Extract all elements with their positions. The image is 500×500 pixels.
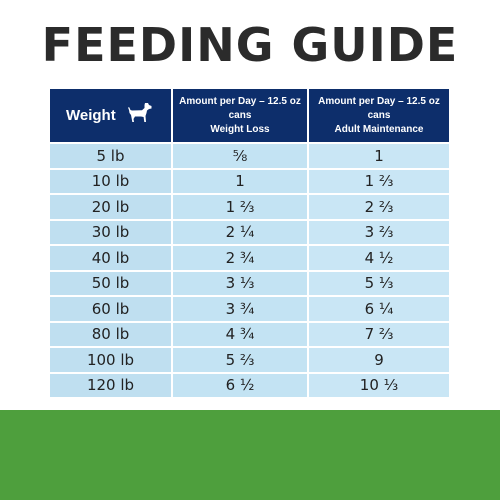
weight-loss-cell: 4 ¾ bbox=[171, 320, 308, 347]
weight-loss-cell: 5 ⅔ bbox=[171, 346, 308, 373]
weight-loss-cell: ⅝ bbox=[171, 142, 308, 169]
weight-loss-cell: 2 ¾ bbox=[171, 244, 308, 271]
feeding-table: Weight Amount per Day – 12.5 oz cans Wei… bbox=[50, 89, 449, 397]
weight-loss-header-line1: Amount per Day – 12.5 oz cans bbox=[179, 95, 301, 121]
table-row: 80 lb 4 ¾ 7 ⅔ bbox=[50, 320, 449, 347]
table-row: 120 lb 6 ½ 10 ⅓ bbox=[50, 371, 449, 397]
weight-loss-cell: 1 ⅔ bbox=[171, 193, 308, 220]
maintenance-column-header: Amount per Day – 12.5 oz cans Adult Main… bbox=[307, 89, 449, 143]
dog-icon bbox=[126, 102, 152, 129]
weight-loss-cell: 3 ¾ bbox=[171, 295, 308, 322]
maintenance-cell: 1 bbox=[307, 142, 449, 169]
weight-cell: 60 lb bbox=[50, 295, 172, 322]
table-row: 20 lb 1 ⅔ 2 ⅔ bbox=[50, 193, 449, 220]
maintenance-header-line1: Amount per Day – 12.5 oz cans bbox=[318, 95, 440, 121]
table-row: 10 lb 1 1 ⅔ bbox=[50, 167, 449, 194]
maintenance-header-line2: Adult Maintenance bbox=[334, 123, 424, 135]
weight-cell: 10 lb bbox=[50, 167, 172, 194]
maintenance-cell: 4 ½ bbox=[307, 244, 449, 271]
weight-loss-cell: 3 ⅓ bbox=[171, 269, 308, 296]
table-row: 30 lb 2 ¼ 3 ⅔ bbox=[50, 218, 449, 245]
weight-cell: 30 lb bbox=[50, 218, 172, 245]
table-row: 5 lb ⅝ 1 bbox=[50, 142, 449, 169]
weight-cell: 80 lb bbox=[50, 320, 172, 347]
maintenance-cell: 10 ⅓ bbox=[307, 371, 449, 397]
maintenance-cell: 3 ⅔ bbox=[307, 218, 449, 245]
weight-cell: 50 lb bbox=[50, 269, 172, 296]
weight-cell: 20 lb bbox=[50, 193, 172, 220]
table-header-row: Weight Amount per Day – 12.5 oz cans Wei… bbox=[50, 89, 449, 143]
green-footer-band bbox=[0, 410, 500, 500]
weight-column-header: Weight bbox=[50, 89, 172, 143]
maintenance-cell: 1 ⅔ bbox=[307, 167, 449, 194]
maintenance-cell: 7 ⅔ bbox=[307, 320, 449, 347]
weight-loss-header-line2: Weight Loss bbox=[210, 123, 270, 135]
table-row: 40 lb 2 ¾ 4 ½ bbox=[50, 244, 449, 271]
maintenance-cell: 6 ¼ bbox=[307, 295, 449, 322]
weight-cell: 120 lb bbox=[50, 371, 172, 397]
table-row: 50 lb 3 ⅓ 5 ⅓ bbox=[50, 269, 449, 296]
weight-loss-cell: 1 bbox=[171, 167, 308, 194]
weight-cell: 5 lb bbox=[50, 142, 172, 169]
maintenance-cell: 9 bbox=[307, 346, 449, 373]
table-row: 100 lb 5 ⅔ 9 bbox=[50, 346, 449, 373]
weight-cell: 100 lb bbox=[50, 346, 172, 373]
weight-loss-cell: 6 ½ bbox=[171, 371, 308, 397]
weight-loss-column-header: Amount per Day – 12.5 oz cans Weight Los… bbox=[171, 89, 308, 143]
maintenance-cell: 2 ⅔ bbox=[307, 193, 449, 220]
maintenance-cell: 5 ⅓ bbox=[307, 269, 449, 296]
weight-loss-cell: 2 ¼ bbox=[171, 218, 308, 245]
table-row: 60 lb 3 ¾ 6 ¼ bbox=[50, 295, 449, 322]
weight-header-label: Weight bbox=[66, 107, 116, 124]
weight-cell: 40 lb bbox=[50, 244, 172, 271]
page-title: FEEDING GUIDE bbox=[41, 18, 459, 72]
